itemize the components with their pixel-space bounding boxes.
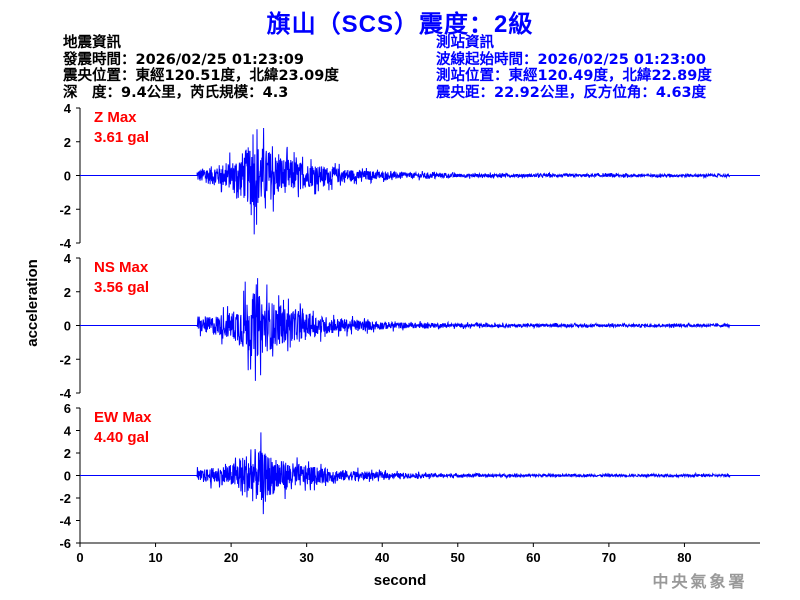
y-tick-label-NS: 4 (64, 251, 72, 266)
y-tick-label-Z: 0 (64, 169, 71, 184)
waveform-EW (80, 432, 760, 515)
max-label-NS: NS Max (94, 259, 149, 276)
y-tick-label-Z: -2 (59, 202, 71, 217)
y-tick-label-EW: -2 (59, 491, 71, 506)
distance-azimuth: 震央距：22.92公里，反方位角：4.63度 (436, 84, 707, 101)
chart-title: 旗山（SCS）震度：2級 (266, 11, 534, 38)
y-tick-label-EW: -6 (59, 536, 71, 551)
station-location: 測站位置：東經120.49度，北緯22.89度 (436, 68, 712, 84)
cwa-logo-text: 中央氣象署 (652, 572, 747, 591)
y-tick-label-EW: 6 (64, 401, 71, 416)
x-axis-label: second (374, 572, 427, 589)
waveform-NS (80, 278, 760, 381)
record-start: 波線起始時間：2026/02/25 01:23:00 (436, 51, 706, 68)
max-value-EW: 4.40 gal (94, 429, 149, 446)
y-tick-label-NS: 2 (64, 285, 71, 300)
x-tick-label: 70 (602, 550, 616, 565)
max-value-NS: 3.56 gal (94, 279, 149, 296)
y-tick-label-Z: -4 (59, 236, 71, 251)
max-label-Z: Z Max (94, 109, 137, 126)
y-tick-label-NS: -4 (59, 386, 71, 401)
x-tick-label: 40 (375, 550, 389, 565)
x-tick-label: 10 (148, 550, 162, 565)
max-label-EW: EW Max (94, 409, 152, 426)
y-tick-label-NS: -2 (59, 352, 71, 367)
station-info: 測站資訊 波線起始時間：2026/02/25 01:23:00 測站位置：東經1… (436, 35, 712, 101)
x-tick-label: 0 (76, 550, 83, 565)
y-tick-label-EW: 0 (64, 469, 71, 484)
depth-magnitude: 深 度：9.4公里，芮氏規模：4.3 (63, 84, 289, 101)
y-axis-label: acceleration (24, 259, 41, 347)
origin-time: 發震時間：2026/02/25 01:23:09 (63, 51, 304, 68)
x-tick-label: 50 (451, 550, 465, 565)
x-tick-label: 30 (299, 550, 313, 565)
y-tick-label-Z: 2 (64, 135, 71, 150)
y-tick-label-EW: -4 (59, 514, 71, 529)
x-tick-label: 20 (224, 550, 238, 565)
y-tick-label-Z: 4 (64, 101, 72, 116)
y-tick-label-EW: 4 (64, 424, 72, 439)
max-value-Z: 3.61 gal (94, 129, 149, 146)
y-tick-label-NS: 0 (64, 319, 71, 334)
earthquake-info-heading: 地震資訊 (63, 35, 121, 51)
x-tick-label: 60 (526, 550, 540, 565)
x-tick-label: 80 (677, 550, 691, 565)
earthquake-info: 地震資訊 發震時間：2026/02/25 01:23:09 震央位置：東經120… (63, 35, 339, 101)
epicenter: 震央位置：東經120.51度，北緯23.09度 (63, 68, 339, 84)
y-tick-label-EW: 2 (64, 446, 71, 461)
waveform-Z (80, 127, 760, 235)
station-info-heading: 測站資訊 (436, 35, 494, 51)
